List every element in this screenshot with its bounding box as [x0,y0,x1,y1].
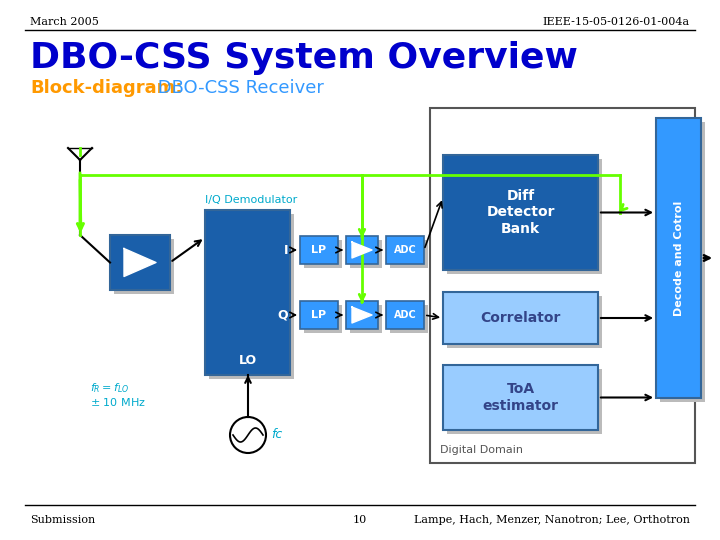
Text: Q: Q [277,308,288,321]
Bar [346,236,378,264]
Text: Diff
Detector
Bank: Diff Detector Bank [486,190,554,235]
Text: fc: fc [271,429,282,442]
Text: Block-diagram:: Block-diagram: [30,79,182,97]
Bar [304,305,342,333]
Text: DBO-CSS System Overview: DBO-CSS System Overview [30,41,578,75]
Bar [447,296,602,348]
Text: ToA
estimator: ToA estimator [482,382,559,413]
Text: IEEE-15-05-0126-01-004a: IEEE-15-05-0126-01-004a [543,17,690,27]
Text: Digital Domain: Digital Domain [440,445,523,455]
Text: I: I [284,244,288,256]
Bar [350,305,382,333]
Bar [443,292,598,344]
Bar [443,365,598,430]
Bar [390,240,428,268]
Bar [390,305,428,333]
Bar [209,214,294,379]
Text: I/Q Demodulator: I/Q Demodulator [205,195,297,205]
Text: Lampe, Hach, Menzer, Nanotron; Lee, Orthotron: Lampe, Hach, Menzer, Nanotron; Lee, Orth… [414,515,690,525]
Text: DBO-CSS Receiver: DBO-CSS Receiver [152,79,324,97]
Text: $f_R = f_{LO}$: $f_R = f_{LO}$ [90,381,130,395]
Text: 10: 10 [353,515,367,525]
Bar [447,369,602,434]
Bar [304,240,342,268]
Text: ADC: ADC [394,310,416,320]
Bar [110,235,170,290]
Polygon shape [352,307,372,323]
Text: LO: LO [238,354,256,368]
Bar [447,159,602,274]
Text: March 2005: March 2005 [30,17,99,27]
Bar [386,301,424,329]
Bar [300,236,338,264]
Text: Decode and Cotrol: Decode and Cotrol [673,200,683,315]
Bar [346,301,378,329]
Bar [443,155,598,270]
Bar [300,301,338,329]
Text: LP: LP [312,310,327,320]
Text: Submission: Submission [30,515,95,525]
Bar [656,118,701,398]
Bar [205,210,290,375]
Bar [430,108,695,463]
Polygon shape [124,248,156,276]
Bar [114,239,174,294]
Text: ADC: ADC [394,245,416,255]
Text: LP: LP [312,245,327,255]
Polygon shape [352,242,372,258]
Bar [350,240,382,268]
Bar [386,236,424,264]
Bar [660,122,705,402]
Text: Correlator: Correlator [480,311,561,325]
Text: $\pm$ 10 MHz: $\pm$ 10 MHz [90,396,146,408]
